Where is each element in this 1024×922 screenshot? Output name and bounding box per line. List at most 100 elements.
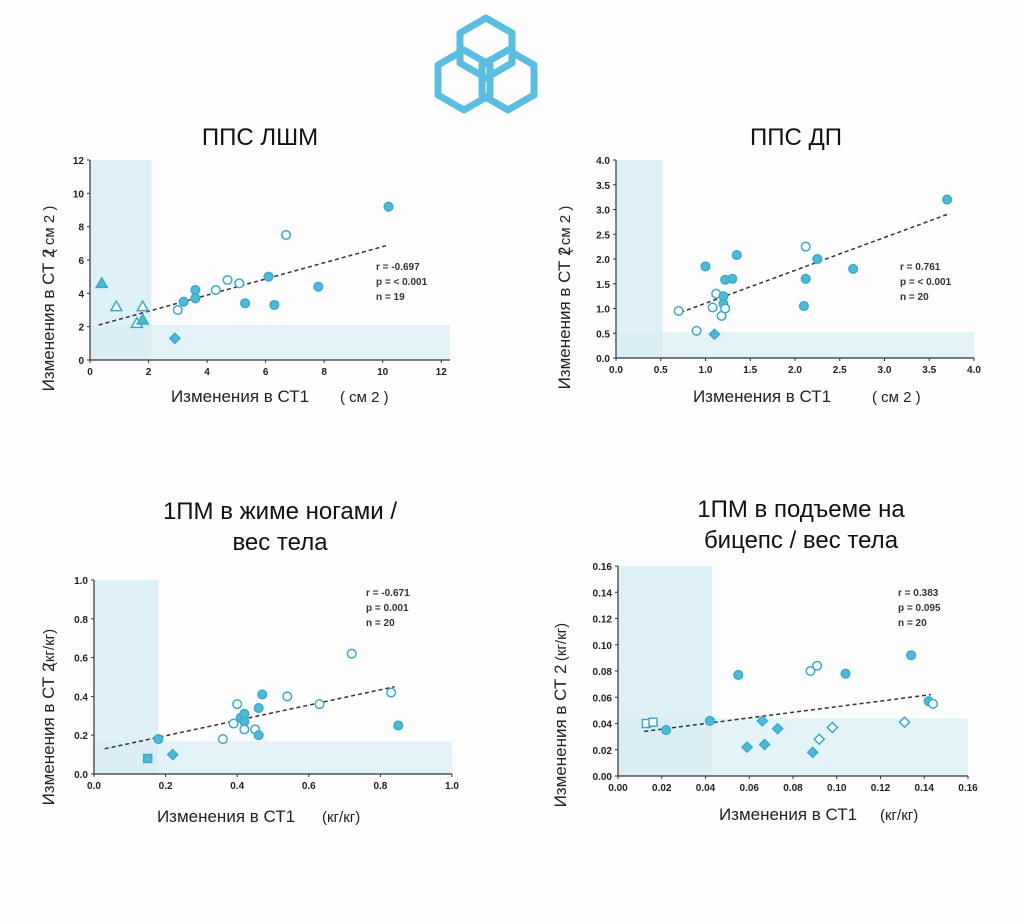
data-point-circle bbox=[210, 284, 221, 296]
x-tick-label: 0.02 bbox=[652, 783, 672, 794]
scatter-chart-4: 0.00 0.02 0.04 0.06 0.08 0.10 0.12 0.14 0.16 0.00… bbox=[551, 562, 978, 824]
y-tick-label: 1.0 bbox=[596, 305, 610, 316]
data-point-circle bbox=[257, 689, 268, 700]
stat-text: n = 20 bbox=[900, 292, 929, 303]
x-tick-label: 1.0 bbox=[445, 781, 459, 792]
data-point-circle bbox=[800, 241, 811, 252]
scatter-chart-2: 0.0 0.5 1.0 1.5 2.0 2.5 3.0 3.5 4.0 0.0 0.5 1.0 1.5 2… bbox=[555, 156, 981, 406]
data-point-circle bbox=[263, 271, 274, 282]
data-point-circle bbox=[906, 650, 917, 661]
data-point-circle bbox=[733, 669, 744, 680]
data-point-circle bbox=[222, 274, 233, 286]
data-point-diamond bbox=[168, 332, 181, 345]
data-point-circle bbox=[234, 278, 245, 289]
data-point-circle bbox=[691, 325, 702, 336]
x-tick-label: 10 bbox=[377, 367, 389, 378]
y-tick-label: 0.8 bbox=[74, 615, 88, 626]
y-axis-label: Изменения в СТ 2 bbox=[39, 663, 58, 806]
data-point-circle bbox=[805, 665, 816, 677]
y-tick-label: 0.08 bbox=[593, 667, 613, 678]
data-point-diamond bbox=[756, 714, 769, 727]
data-point-circle bbox=[253, 730, 264, 741]
chart-title-3: 1ПМ в жиме ногами / вес тела bbox=[162, 498, 398, 556]
y-tick-label: 0.2 bbox=[74, 731, 88, 742]
data-point-diamond bbox=[826, 721, 839, 734]
x-axis-unit: (кг/кг) bbox=[322, 809, 360, 826]
y-tick-label: 0.6 bbox=[74, 654, 88, 665]
y-tick-label: 10 bbox=[73, 189, 85, 200]
x-axis-label: Изменения в СТ1 bbox=[719, 805, 857, 824]
x-tick-label: 0.08 bbox=[783, 783, 803, 794]
y-axis-unit: (кг/кг) bbox=[41, 629, 58, 667]
y-tick-label: 0.06 bbox=[593, 693, 613, 704]
data-point-circle bbox=[190, 293, 201, 304]
data-point-circle bbox=[232, 699, 243, 710]
y-tick-label: 1.0 bbox=[74, 576, 88, 587]
stat-text: r = -0.697 bbox=[376, 262, 420, 273]
x-axis-unit: (кг/кг) bbox=[880, 807, 918, 824]
x-tick-label: 0.0 bbox=[609, 365, 623, 376]
stat-text: r = 0.761 bbox=[900, 262, 941, 273]
x-tick-label: 2.0 bbox=[788, 365, 802, 376]
data-point-circle bbox=[942, 194, 953, 205]
stat-text: n = 20 bbox=[366, 618, 395, 629]
chart-title-1: ППС ЛШМ bbox=[201, 124, 319, 151]
x-tick-label: 0.14 bbox=[915, 783, 935, 794]
shade-region-horizontal bbox=[90, 325, 450, 360]
y-tick-label: 4.0 bbox=[596, 156, 610, 167]
shade-region-horizontal bbox=[616, 332, 974, 358]
data-point-circle bbox=[812, 660, 823, 671]
x-tick-label: 2 bbox=[146, 367, 152, 378]
data-point-circle bbox=[239, 724, 250, 735]
data-point-circle bbox=[178, 296, 189, 307]
trend-line bbox=[644, 693, 931, 733]
data-point-circle bbox=[153, 734, 164, 745]
x-axis-label: Изменения в СТ1 bbox=[171, 387, 309, 406]
y-tick-label: 2.5 bbox=[596, 230, 610, 241]
x-tick-label: 0.8 bbox=[373, 781, 387, 792]
data-point-diamond bbox=[771, 722, 784, 735]
x-tick-label: 3.5 bbox=[922, 365, 936, 376]
y-tick-label: 4 bbox=[78, 289, 84, 300]
data-point-circle bbox=[386, 687, 397, 698]
x-axis-label: Изменения в СТ1 bbox=[157, 807, 295, 826]
x-tick-label: 0.2 bbox=[159, 781, 173, 792]
y-axis-label: Изменения в СТ 2 bbox=[555, 247, 574, 390]
stat-text: n = 20 bbox=[898, 618, 927, 629]
cubes-logo-icon bbox=[434, 14, 538, 114]
y-tick-label: 2.0 bbox=[596, 255, 610, 266]
data-point-circle bbox=[704, 715, 715, 726]
data-point-diamond bbox=[166, 748, 179, 761]
x-tick-label: 12 bbox=[436, 367, 448, 378]
y-tick-label: 1.5 bbox=[596, 280, 610, 291]
trend-line bbox=[104, 685, 395, 750]
x-tick-label: 0.16 bbox=[958, 783, 978, 794]
shade-region-horizontal bbox=[618, 718, 968, 776]
scatter-chart-3: 0.0 0.2 0.4 0.6 0.8 1.0 0.0 0.2 0.4 0.6 0.8 1.0 Изме… bbox=[39, 576, 459, 826]
data-point-circle bbox=[172, 304, 183, 316]
data-point-diamond bbox=[813, 733, 826, 746]
y-tick-label: 3.0 bbox=[596, 206, 610, 217]
y-tick-label: 0.10 bbox=[593, 641, 613, 652]
y-tick-label: 8 bbox=[78, 223, 84, 234]
stat-text: p = < 0.001 bbox=[376, 277, 428, 288]
data-point-diamond bbox=[806, 746, 819, 759]
stat-text: p = 0.001 bbox=[366, 603, 409, 614]
data-point-circle bbox=[727, 273, 738, 284]
y-tick-label: 12 bbox=[73, 156, 85, 167]
data-point-diamond bbox=[898, 716, 911, 729]
y-tick-label: 6 bbox=[78, 256, 84, 267]
y-axis-unit: ( см 2 ) bbox=[41, 206, 58, 255]
x-tick-label: 0.00 bbox=[608, 783, 628, 794]
y-tick-label: 0.5 bbox=[596, 329, 610, 340]
chart-title-2: ППС ДП bbox=[749, 124, 842, 151]
data-point-circle bbox=[217, 734, 228, 745]
data-point-circle bbox=[393, 720, 404, 731]
data-point-triangle bbox=[94, 276, 109, 289]
y-tick-label: 0.04 bbox=[593, 720, 613, 731]
data-point-circle bbox=[346, 648, 357, 659]
x-tick-label: 0 bbox=[87, 367, 93, 378]
x-tick-label: 0.10 bbox=[827, 783, 847, 794]
x-tick-label: 2.5 bbox=[833, 365, 847, 376]
data-point-circle bbox=[673, 305, 684, 317]
